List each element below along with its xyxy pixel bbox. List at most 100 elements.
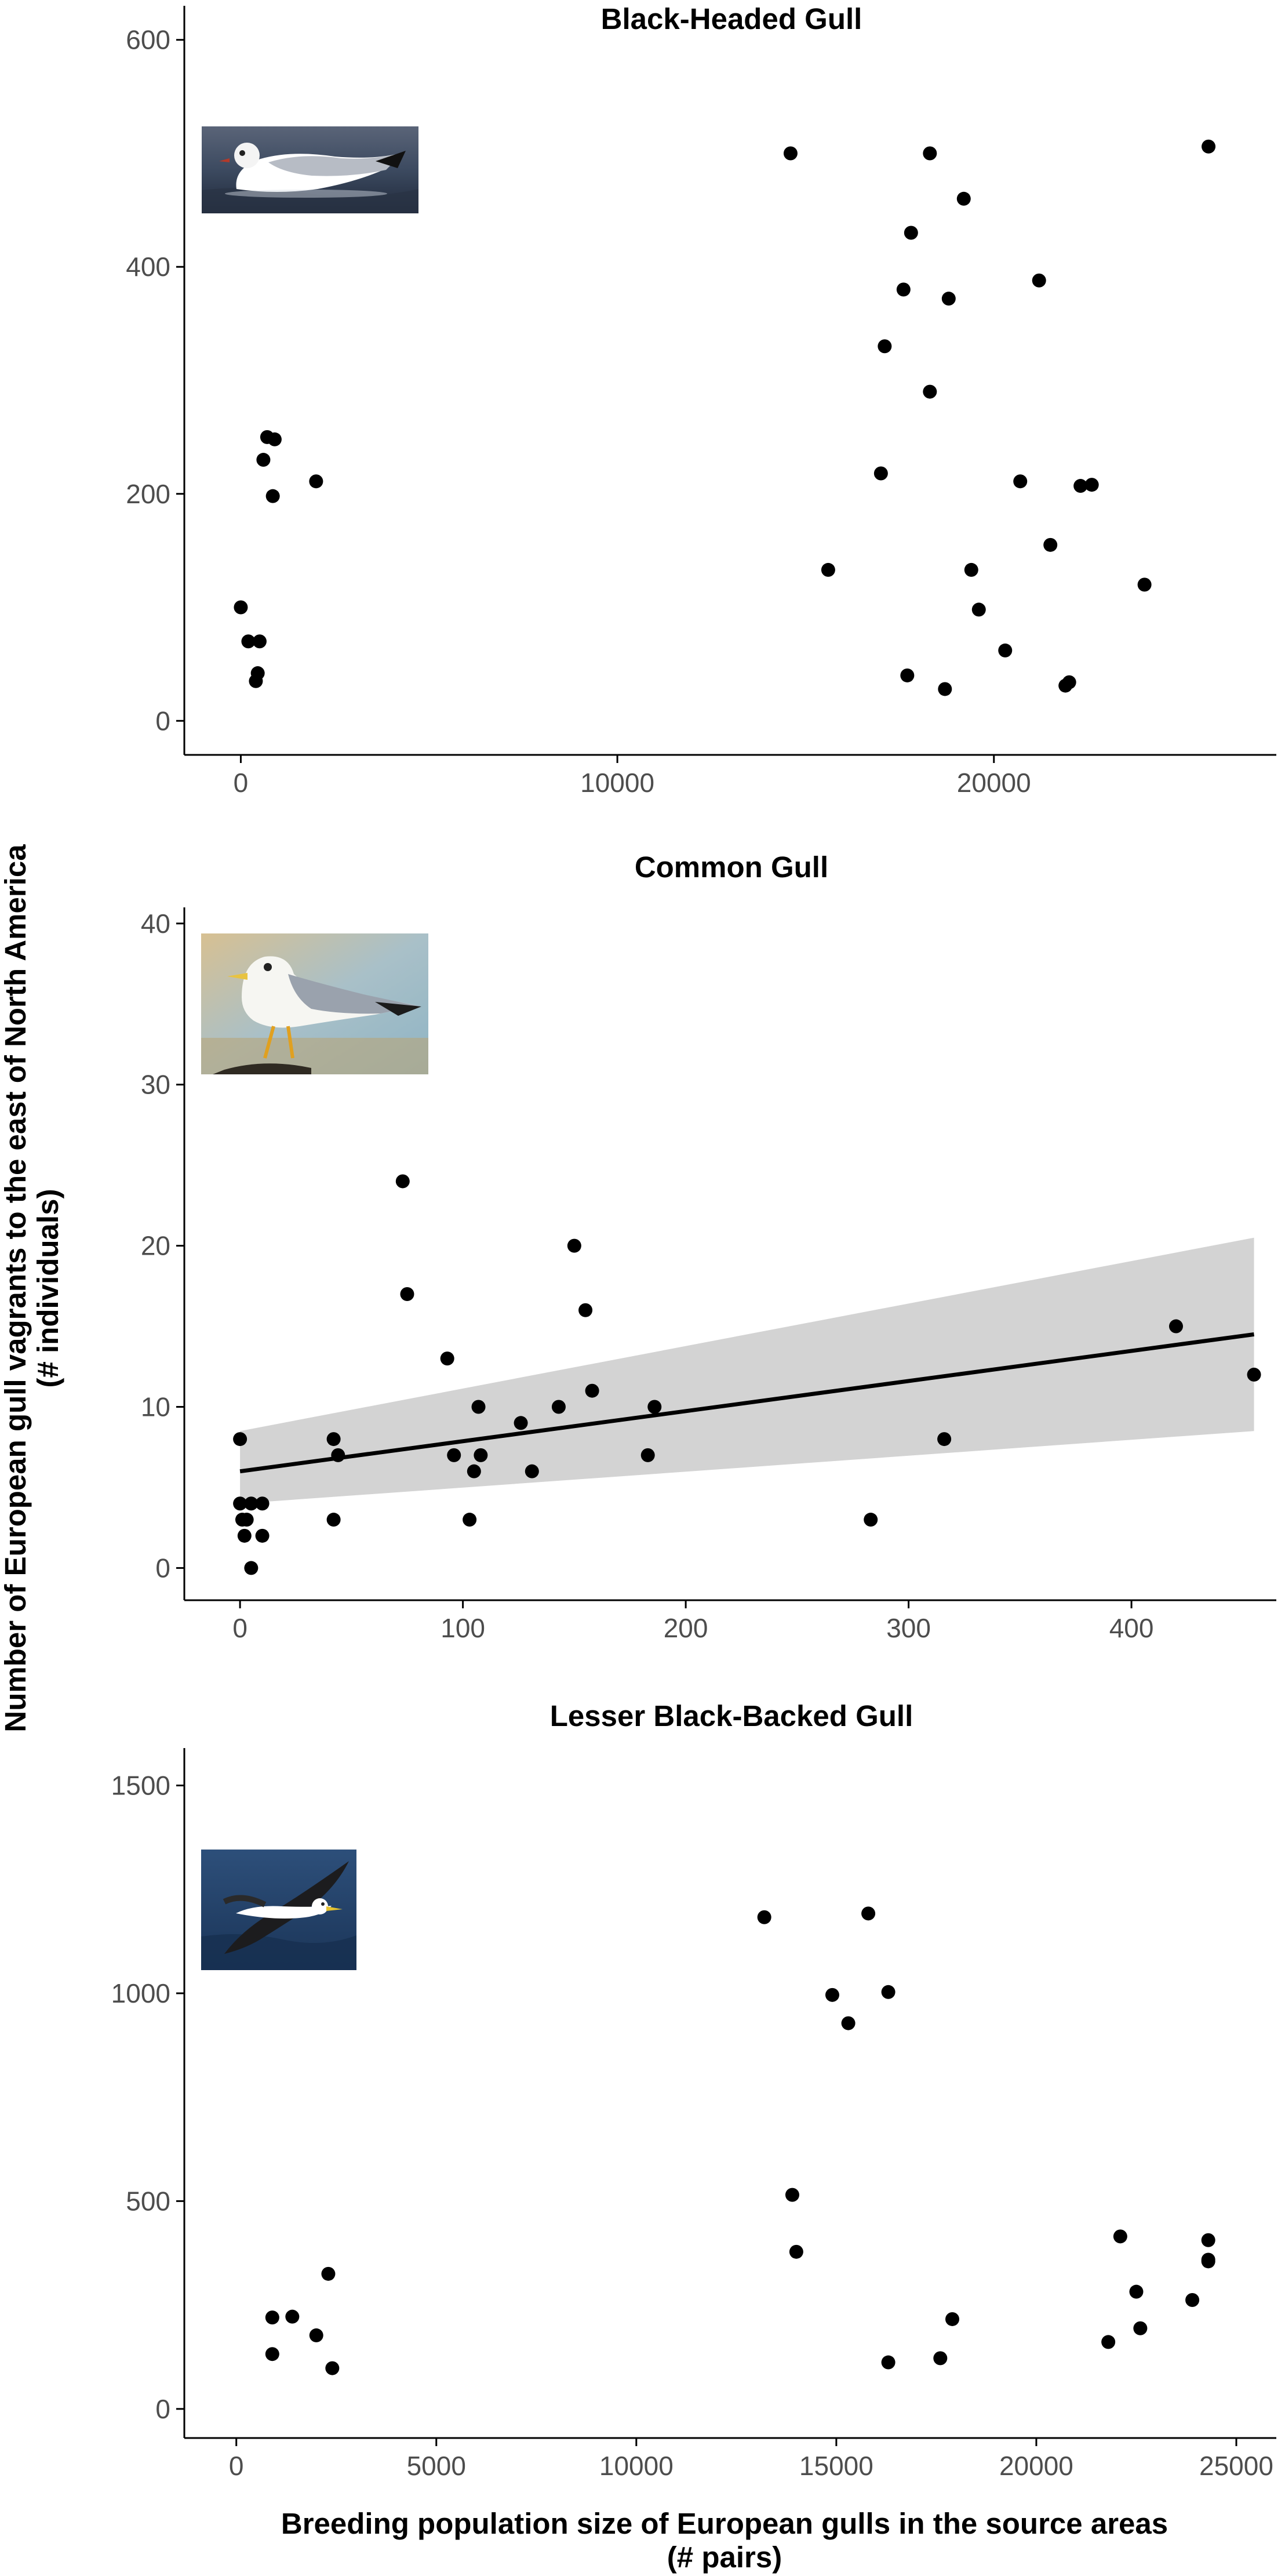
panel-black-headed-gull: Black-Headed Gull 0 200 400 600 0 10000 20000	[126, 2, 1276, 798]
data-point	[998, 643, 1013, 657]
common-gull-photo	[201, 933, 428, 1074]
data-point	[250, 666, 265, 681]
data-point	[440, 1351, 454, 1366]
x-tick-label: 100	[441, 1613, 485, 1643]
data-point	[514, 1416, 528, 1430]
x-tick-label: 0	[232, 1613, 247, 1643]
data-point	[1084, 478, 1099, 492]
data-point	[237, 1528, 252, 1543]
x-tick-label: 10000	[599, 2451, 674, 2481]
data-point	[881, 2355, 896, 2370]
data-point	[400, 1287, 414, 1301]
y-tick-label: 30	[141, 1070, 170, 1100]
data-point	[640, 1448, 655, 1462]
data-point	[964, 562, 978, 577]
data-point	[325, 2361, 340, 2375]
data-point	[326, 1513, 341, 1527]
data-point	[864, 1513, 878, 1527]
data-point	[244, 1496, 259, 1511]
x-axis-title-line2: (# pairs)	[667, 2541, 782, 2574]
data-point	[233, 1432, 247, 1447]
y-tick-label: 20	[141, 1231, 170, 1261]
y-tick-label: 10	[141, 1392, 170, 1422]
data-point	[234, 600, 248, 615]
data-point	[923, 384, 937, 399]
data-point	[945, 2312, 960, 2326]
data-point	[1129, 2284, 1144, 2299]
x-tick-label: 200	[664, 1613, 708, 1643]
data-point	[1185, 2293, 1200, 2307]
data-point	[971, 602, 986, 617]
data-point	[321, 2266, 336, 2281]
black-headed-gull-photo	[202, 126, 418, 213]
data-point	[873, 466, 888, 481]
data-point	[1013, 474, 1028, 489]
data-point	[785, 2188, 799, 2202]
data-point	[326, 1432, 341, 1447]
y-tick-label: 40	[141, 909, 170, 939]
data-point	[933, 2351, 948, 2366]
x-tick-label: 20000	[999, 2451, 1073, 2481]
data-point	[956, 191, 971, 206]
data-point	[1201, 2252, 1215, 2267]
x-axis-title-line1: Breeding population size of European gul…	[281, 2507, 1168, 2540]
data-point	[1073, 479, 1088, 493]
data-point	[467, 1464, 481, 1478]
data-point	[585, 1383, 599, 1398]
panel-title: Common Gull	[635, 851, 828, 884]
data-point	[881, 1985, 896, 1999]
data-point	[285, 2309, 300, 2324]
y-tick-label: 200	[126, 479, 170, 509]
data-point	[255, 1496, 270, 1511]
data-point	[900, 668, 915, 682]
data-point	[904, 226, 918, 240]
x-tick-label: 0	[234, 768, 249, 798]
y-tick-label: 0	[155, 2394, 170, 2424]
data-point	[395, 1174, 410, 1189]
data-point	[783, 146, 798, 161]
lesser-black-backed-gull-photo	[201, 1850, 356, 1970]
x-tick-label: 400	[1109, 1613, 1154, 1643]
data-point	[647, 1400, 662, 1414]
data-point	[896, 282, 911, 297]
data-point	[789, 2244, 803, 2259]
data-point	[1032, 273, 1046, 288]
data-point	[1247, 1367, 1261, 1382]
data-point	[861, 1906, 876, 1921]
data-point	[1113, 2229, 1127, 2244]
data-point	[938, 682, 952, 696]
data-point	[1201, 2233, 1215, 2247]
data-point	[941, 292, 956, 306]
data-point	[241, 634, 256, 649]
y-tick-label: 1000	[111, 1978, 170, 2008]
data-point	[239, 1513, 254, 1527]
plot-area: 0 200 400 600 0 10000 20000	[126, 6, 1276, 798]
panel-title: Lesser Black-Backed Gull	[550, 1699, 913, 1732]
data-point	[474, 1448, 488, 1462]
data-point	[1043, 537, 1058, 552]
data-point	[567, 1238, 581, 1253]
data-point	[1133, 2321, 1148, 2335]
y-axis-title-line1: Number of European gull vagrants to the …	[0, 844, 32, 1732]
y-tick-label: 0	[155, 706, 170, 736]
data-point	[1062, 675, 1076, 689]
data-point	[265, 2310, 279, 2325]
x-tick-label: 25000	[1199, 2451, 1273, 2481]
data-point	[821, 562, 835, 577]
data-point	[1168, 1319, 1183, 1334]
data-point	[256, 453, 271, 467]
data-point	[265, 2347, 279, 2361]
data-point	[244, 1561, 259, 1575]
panel-title: Black-Headed Gull	[601, 2, 862, 35]
data-point	[255, 1528, 270, 1543]
y-axis-title-line2: (# individuals)	[31, 1189, 64, 1388]
x-tick-label: 300	[886, 1613, 931, 1643]
data-point	[937, 1432, 952, 1447]
data-point	[1137, 577, 1152, 592]
data-point	[551, 1400, 566, 1414]
x-tick-label: 20000	[957, 768, 1031, 798]
